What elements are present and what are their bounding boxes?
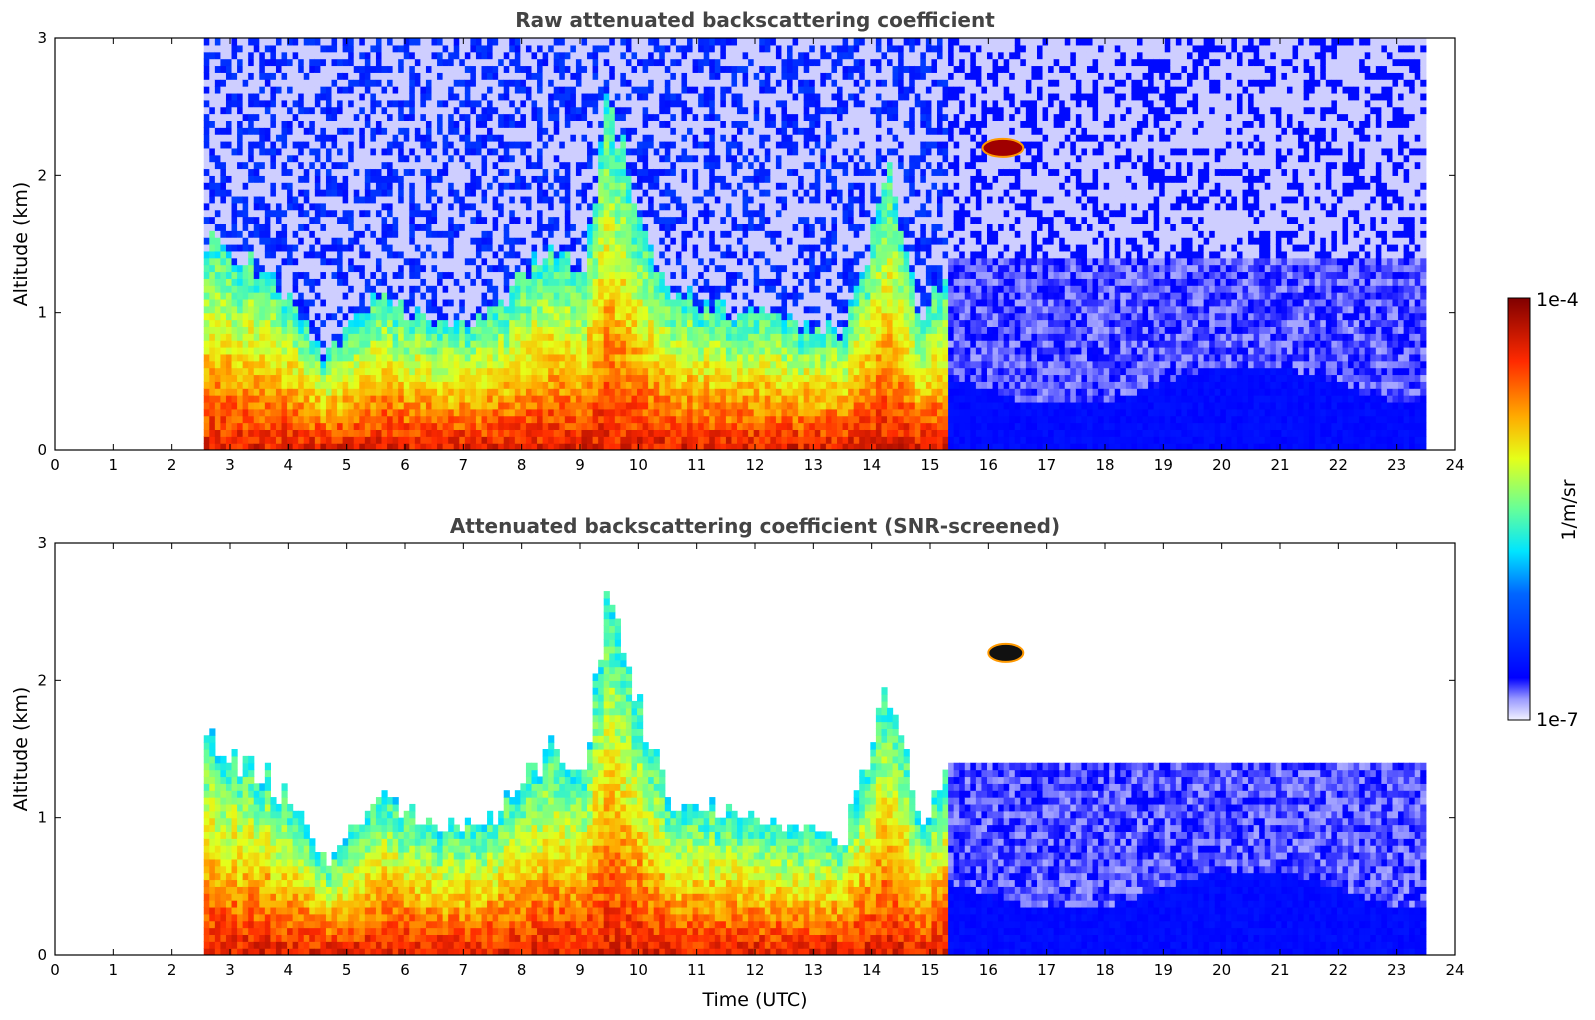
x-tick-label: 6 [400, 456, 410, 474]
x-tick-label: 10 [629, 961, 648, 979]
x-tick-label: 15 [920, 961, 939, 979]
y-tick-label: 2 [37, 166, 47, 184]
x-tick-label: 5 [342, 961, 352, 979]
top-plot-area [203, 38, 1427, 450]
bottom-panel-title: Attenuated backscattering coefficient (S… [450, 514, 1060, 538]
x-tick-label: 10 [629, 456, 648, 474]
x-tick-label: 17 [1037, 961, 1056, 979]
y-tick-label: 3 [37, 534, 47, 552]
x-tick-label: 20 [1212, 456, 1231, 474]
y-tick-label: 1 [37, 304, 47, 322]
x-tick-label: 22 [1329, 961, 1348, 979]
x-tick-label: 20 [1212, 961, 1231, 979]
y-tick-label: 1 [37, 809, 47, 827]
x-tick-label: 23 [1387, 961, 1406, 979]
x-tick-label: 22 [1329, 456, 1348, 474]
x-tick-label: 17 [1037, 456, 1056, 474]
x-tick-label: 16 [979, 961, 998, 979]
y-tick-label: 2 [37, 671, 47, 689]
bottom-y-axis-label: Altitude (km) [10, 687, 32, 812]
x-tick-label: 4 [284, 456, 294, 474]
bottom-x-ticks: 0 1 2 3 4 5 6 7 8 9 10 11 12 13 14 15 16 17 18 19 20 21 22 23 24 [50, 543, 1465, 979]
x-tick-label: 11 [687, 456, 706, 474]
bottom-x-axis-label: Time (UTC) [701, 989, 807, 1011]
x-tick-label: 24 [1445, 961, 1464, 979]
bottom-panel: Attenuated backscattering coefficient (S… [10, 514, 1465, 1011]
x-tick-label: 8 [517, 456, 527, 474]
x-tick-label: 13 [804, 961, 823, 979]
top-y-ticks: 0 1 2 3 [37, 29, 1455, 459]
x-tick-label: 9 [575, 961, 585, 979]
x-tick-label: 14 [862, 456, 881, 474]
x-tick-label: 9 [575, 456, 585, 474]
x-tick-label: 3 [225, 961, 235, 979]
y-tick-label: 3 [37, 29, 47, 47]
x-tick-label: 3 [225, 456, 235, 474]
x-tick-label: 8 [517, 961, 527, 979]
x-tick-label: 0 [50, 961, 60, 979]
colorbar-min-label: 1e-7 [1536, 709, 1579, 731]
y-tick-label: 0 [37, 946, 47, 964]
x-tick-label: 18 [1095, 456, 1114, 474]
x-tick-label: 2 [167, 456, 177, 474]
x-tick-label: 12 [745, 456, 764, 474]
top-x-ticks: 0 1 2 3 4 5 6 7 8 9 10 11 12 13 14 15 16 17 18 19 20 21 22 23 24 [50, 38, 1465, 474]
y-tick-label: 0 [37, 441, 47, 459]
top-panel-title: Raw attenuated backscattering coefficien… [515, 8, 995, 32]
x-tick-label: 15 [920, 456, 939, 474]
x-tick-label: 1 [109, 961, 119, 979]
x-tick-label: 19 [1154, 456, 1173, 474]
bottom-plot-area [203, 591, 1427, 955]
colorbar-max-label: 1e-4 [1536, 289, 1579, 311]
top-panel: Raw attenuated backscattering coefficien… [10, 8, 1465, 474]
x-tick-label: 11 [687, 961, 706, 979]
x-tick-label: 4 [284, 961, 294, 979]
top-y-axis-label: Altitude (km) [10, 182, 32, 307]
x-tick-label: 24 [1445, 456, 1464, 474]
x-tick-label: 6 [400, 961, 410, 979]
aerosol-layer-mark [981, 137, 1025, 158]
colorbar-gradient [1507, 297, 1531, 721]
aerosol-layer-mark [987, 642, 1025, 663]
x-tick-label: 7 [459, 961, 469, 979]
x-tick-label: 13 [804, 456, 823, 474]
x-tick-label: 12 [745, 961, 764, 979]
x-tick-label: 18 [1095, 961, 1114, 979]
bottom-y-ticks: 0 1 2 3 [37, 534, 1455, 964]
x-tick-label: 14 [862, 961, 881, 979]
x-tick-label: 23 [1387, 456, 1406, 474]
x-tick-label: 16 [979, 456, 998, 474]
x-tick-label: 0 [50, 456, 60, 474]
x-tick-label: 7 [459, 456, 469, 474]
x-tick-label: 19 [1154, 961, 1173, 979]
x-tick-label: 21 [1270, 456, 1289, 474]
x-tick-label: 1 [109, 456, 119, 474]
x-tick-label: 21 [1270, 961, 1289, 979]
x-tick-label: 5 [342, 456, 352, 474]
colorbar-unit-label: 1/m/sr [1558, 479, 1580, 540]
colorbar: 1e-4 1e-7 1/m/sr [1507, 289, 1580, 731]
x-tick-label: 2 [167, 961, 177, 979]
